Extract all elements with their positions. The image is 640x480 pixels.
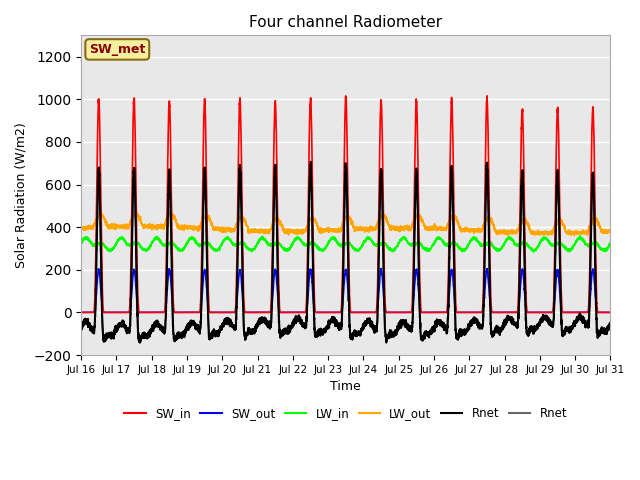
Y-axis label: Solar Radiation (W/m2): Solar Radiation (W/m2) — [15, 122, 28, 268]
SW_in — [326, 310, 333, 315]
SW_out — [77, 310, 85, 315]
X-axis label: Time: Time — [330, 380, 361, 393]
SW_out — [495, 310, 502, 315]
SW_in — [483, 93, 491, 99]
Rnet — [307, 159, 315, 165]
Rnet — [307, 159, 315, 165]
LW_in — [465, 243, 472, 249]
Rnet — [136, 340, 144, 346]
SW_in — [77, 310, 85, 315]
Rnet — [435, 319, 443, 325]
Rnet — [326, 321, 334, 326]
SW_in — [607, 310, 614, 315]
Rnet — [465, 326, 472, 332]
Text: SW_met: SW_met — [89, 43, 145, 56]
SW_out — [326, 310, 333, 315]
SW_out — [606, 310, 614, 315]
LW_out — [465, 228, 472, 234]
Rnet — [465, 325, 472, 331]
LW_out — [607, 229, 614, 235]
Rnet — [607, 323, 614, 329]
SW_out — [607, 310, 614, 315]
LW_in — [495, 246, 502, 252]
Line: Rnet: Rnet — [81, 162, 611, 343]
LW_in — [388, 249, 396, 254]
SW_in — [435, 310, 443, 315]
LW_in — [435, 235, 443, 240]
SW_out — [465, 310, 472, 315]
SW_in — [495, 310, 502, 315]
Rnet — [77, 324, 85, 330]
Rnet — [383, 340, 390, 346]
Rnet — [607, 323, 614, 329]
Title: Four channel Radiometer: Four channel Radiometer — [249, 15, 442, 30]
LW_out — [570, 233, 578, 239]
LW_out — [435, 227, 443, 232]
Rnet — [606, 321, 614, 326]
SW_in — [172, 310, 180, 315]
SW_in — [464, 310, 472, 315]
Rnet — [173, 337, 180, 343]
SW_out — [172, 310, 180, 315]
Legend: SW_in, SW_out, LW_in, LW_out, Rnet, Rnet: SW_in, SW_out, LW_in, LW_out, Rnet, Rnet — [120, 402, 572, 425]
Rnet — [495, 330, 502, 336]
LW_in — [607, 241, 614, 247]
LW_in — [606, 242, 614, 248]
Line: LW_in: LW_in — [81, 236, 611, 252]
LW_out — [326, 226, 334, 232]
Rnet — [326, 321, 334, 327]
Line: LW_out: LW_out — [81, 212, 611, 236]
LW_out — [495, 228, 502, 234]
Rnet — [495, 330, 502, 336]
Rnet — [172, 336, 180, 341]
LW_in — [77, 240, 85, 245]
LW_in — [172, 243, 180, 249]
Rnet — [77, 324, 85, 330]
SW_out — [377, 266, 385, 272]
LW_out — [606, 229, 614, 235]
Line: Rnet: Rnet — [81, 162, 611, 343]
LW_out — [132, 209, 140, 215]
Rnet — [606, 321, 614, 326]
Line: SW_out: SW_out — [81, 269, 611, 312]
LW_out — [77, 224, 85, 230]
SW_in — [606, 310, 614, 315]
Line: SW_in: SW_in — [81, 96, 611, 312]
Rnet — [435, 320, 443, 326]
LW_in — [576, 233, 584, 239]
LW_in — [326, 238, 333, 244]
LW_out — [173, 218, 180, 224]
SW_out — [435, 310, 443, 315]
